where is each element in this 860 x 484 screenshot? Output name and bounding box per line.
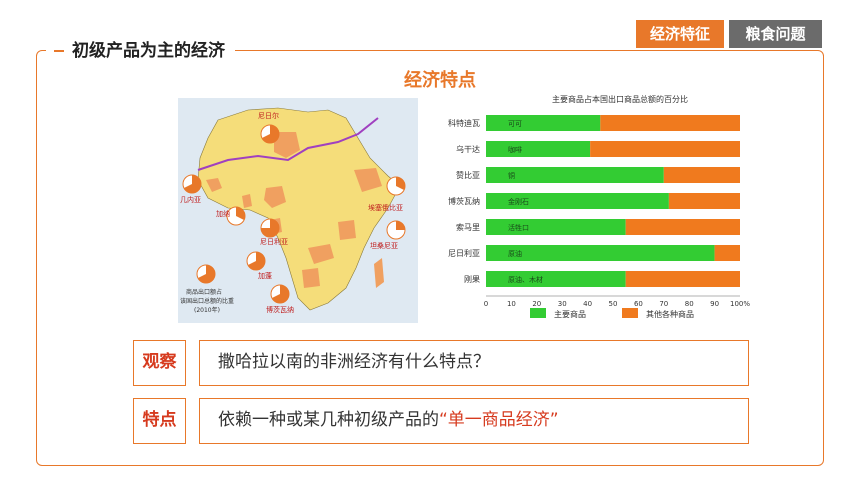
africa-map: 尼日尔 几内亚 加纳 尼日利亚 加蓬 博茨瓦纳 埃塞俄比亚 坦桑尼亚 商品出口额… (178, 98, 418, 323)
bar-other-commodities (625, 271, 740, 287)
pie-niger (260, 124, 280, 144)
chart-category-label: 索马里 (456, 222, 480, 232)
map-label-tanzania: 坦桑尼亚 (370, 241, 398, 250)
chart-category-label: 博茨瓦纳 (448, 196, 480, 206)
feature-answer-text: 依赖一种或某几种初级产品的 (218, 410, 439, 430)
chart-legend: 主要商品 其他各种商品 (530, 308, 694, 319)
map-label-ethiopia: 埃塞俄比亚 (368, 203, 403, 212)
map-label-gabon: 加蓬 (258, 271, 272, 280)
map-country-tanzania (338, 220, 356, 240)
title-dash (54, 50, 64, 52)
bar-other-commodities (663, 167, 740, 183)
x-tick-label: 70 (659, 300, 668, 308)
map-label-nigeria: 尼日利亚 (260, 237, 288, 246)
bar-other-commodities (668, 193, 740, 209)
content-frame (36, 50, 824, 466)
x-tick-label: 60 (634, 300, 643, 308)
x-tick-label: 0 (484, 300, 488, 308)
x-tick-label: 50 (609, 300, 618, 308)
chart-title: 主要商品占本国出口商品总额的百分比 (552, 94, 688, 104)
pie-legend (196, 264, 216, 284)
map-country-ghana (242, 194, 252, 208)
bar-main-commodity (486, 193, 669, 209)
map-country-nigeria (264, 186, 286, 208)
subtitle: 经济特点 (404, 70, 476, 91)
bar-other-commodities (625, 219, 740, 235)
map-label-ghana: 加纳 (216, 209, 230, 218)
bar-commodity-label: 原油、木材 (508, 275, 543, 284)
bar-commodity-label: 活牲口 (508, 223, 529, 232)
feature-answer-highlight: “单一商品经济” (439, 410, 559, 430)
pie-ethiopia (386, 176, 406, 196)
bar-commodity-label: 原油 (508, 249, 522, 258)
bar-commodity-label: 铜 (508, 171, 515, 180)
chart-category-label: 科特迪瓦 (448, 118, 480, 128)
x-tick-label: 100% (730, 300, 750, 308)
map-sahara-boundary (197, 117, 379, 171)
bar-other-commodities (590, 141, 740, 157)
observe-label: 观察 (133, 340, 186, 386)
tab-economic-features[interactable]: 经济特征 (636, 20, 724, 48)
chart-category-label: 赞比亚 (456, 170, 480, 180)
pie-botswana (270, 284, 290, 304)
bar-commodity-label: 可可 (508, 120, 522, 128)
chart-category-label: 乌干达 (456, 144, 480, 154)
x-tick-label: 30 (558, 300, 567, 308)
bar-commodity-label: 咖啡 (508, 145, 522, 154)
pie-ghana (226, 206, 246, 226)
map-country-niger (274, 132, 300, 158)
bar-main-commodity (486, 141, 591, 157)
x-tick-label: 20 (532, 300, 541, 308)
bar-commodity-label: 金刚石 (508, 197, 529, 206)
feature-answer: 依赖一种或某几种初级产品的“单一商品经济” (199, 398, 749, 444)
section-title: 初级产品为主的经济 (46, 38, 235, 64)
section-title-text: 初级产品为主的经济 (72, 41, 225, 61)
map-legend-line-2: 该国出口总额的比重 (180, 297, 234, 305)
chart-x-axis: 0 10 20 30 40 50 60 70 80 90 100% (484, 295, 750, 308)
bar-other-commodities (600, 115, 740, 131)
map-country-zambia (308, 244, 334, 264)
observe-question: 撒哈拉以南的非洲经济有什么特点？ (199, 340, 749, 386)
bar-main-commodity (486, 245, 715, 261)
map-label-niger: 尼日尔 (258, 111, 279, 120)
x-tick-label: 40 (583, 300, 592, 308)
x-tick-label: 90 (710, 300, 719, 308)
map-label-guinea: 几内亚 (180, 195, 201, 204)
map-country-guinea (206, 178, 222, 192)
legend-label-other: 其他各种商品 (646, 309, 694, 319)
map-country-botswana (302, 268, 320, 288)
x-tick-label: 10 (507, 300, 516, 308)
bar-main-commodity (486, 219, 626, 235)
pie-nigeria (260, 218, 280, 238)
x-tick-label: 80 (685, 300, 694, 308)
map-label-botswana: 博茨瓦纳 (266, 305, 294, 314)
pie-gabon (246, 251, 266, 271)
bar-other-commodities (714, 245, 740, 261)
map-country-madagascar (374, 258, 384, 288)
bar-main-commodity (486, 167, 664, 183)
chart-category-label: 尼日利亚 (448, 248, 480, 258)
map-legend-line-3: (2010年) (194, 306, 220, 314)
map-country-ethiopia (354, 168, 382, 192)
feature-label: 特点 (133, 398, 186, 444)
map-legend-line-1: 商品出口额占 (186, 288, 222, 296)
bar-main-commodity (486, 271, 626, 287)
tab-food-problem[interactable]: 粮食问题 (729, 20, 822, 48)
bar-main-commodity (486, 115, 601, 131)
pie-guinea (182, 174, 202, 194)
legend-swatch-other (622, 308, 638, 318)
africa-continent (197, 107, 401, 311)
pie-tanzania (386, 220, 406, 240)
legend-swatch-main (530, 308, 546, 318)
legend-label-main: 主要商品 (554, 309, 586, 319)
chart-category-label: 刚果 (464, 275, 480, 284)
